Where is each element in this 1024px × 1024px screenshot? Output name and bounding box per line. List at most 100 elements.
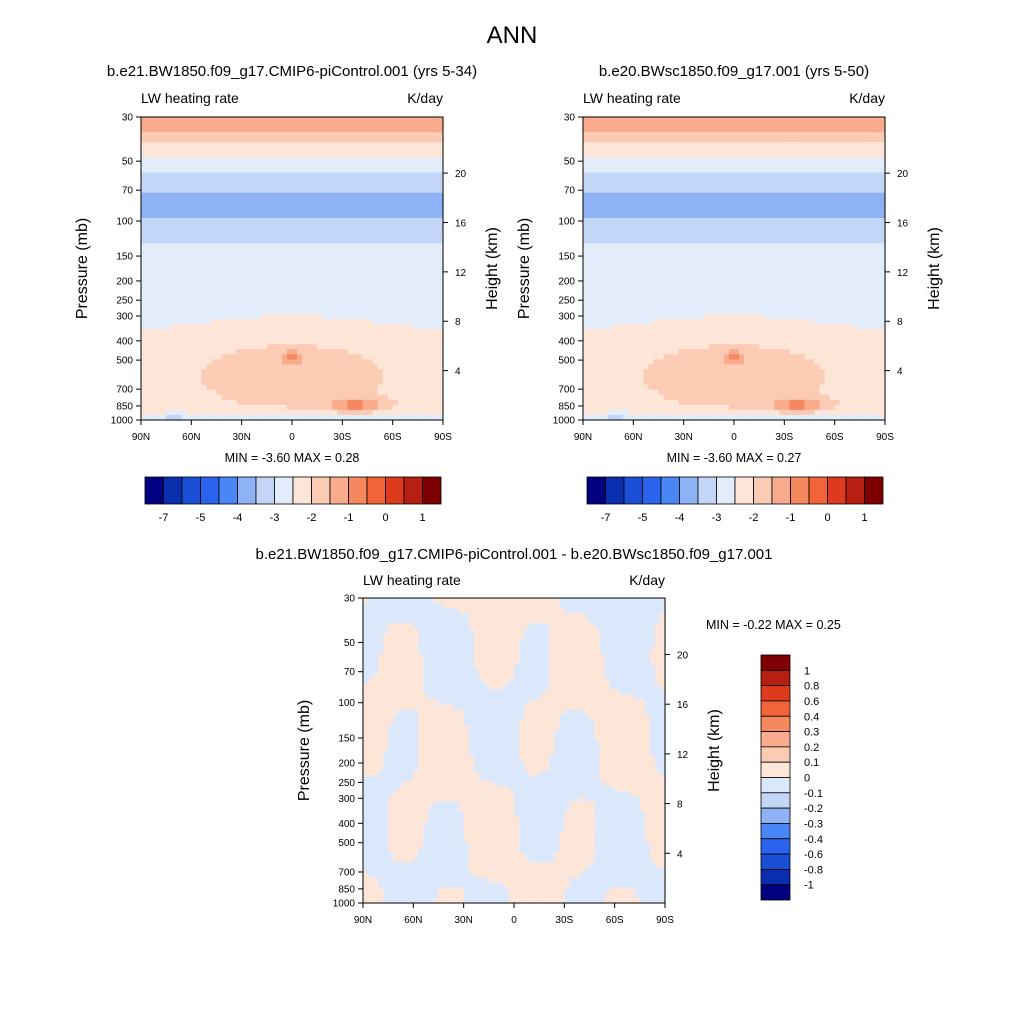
heatmap-cell (854, 132, 861, 138)
panel-1-case-title: b.e21.BW1850.f09_g17.CMIP6-piControl.001… (107, 63, 477, 80)
heatmap-cell (241, 334, 248, 340)
heatmap-cell (427, 303, 434, 310)
heatmap-cell (392, 258, 399, 265)
heatmap-cell (146, 162, 152, 169)
heatmap-cell (146, 253, 152, 259)
heatmap-cell (206, 329, 213, 335)
heatmap-cell (181, 384, 187, 391)
heatmap-cell (603, 187, 609, 194)
heatmap-cell (246, 212, 253, 219)
heatmap-cell (317, 233, 323, 239)
heatmap-cell (256, 157, 263, 164)
heatmap-cell (201, 202, 208, 209)
heatmap-cell (302, 293, 308, 300)
heatmap-cell (769, 187, 775, 194)
heatmap-cell (804, 162, 811, 169)
heatmap-cell (392, 273, 399, 280)
heatmap-cell (151, 197, 157, 204)
heatmap-cell (342, 359, 348, 366)
heatmap-cell (628, 207, 634, 214)
heatmap-cell (216, 162, 223, 169)
heatmap-cell (854, 162, 861, 169)
heatmap-cell (844, 117, 851, 123)
heatmap-cell (236, 142, 243, 148)
heatmap-cell (347, 218, 353, 224)
heatmap-cell (151, 263, 157, 270)
heatmap-cell (583, 202, 589, 209)
heatmap-cell (392, 374, 399, 381)
heatmap-cell (718, 162, 725, 169)
heatmap-cell (312, 329, 318, 335)
heatmap-cell (402, 182, 409, 189)
heatmap-cell (327, 369, 333, 376)
heatmap-cell (251, 238, 258, 244)
heatmap-cell (171, 258, 177, 265)
heatmap-cell (372, 192, 379, 199)
heatmap-cell (362, 218, 369, 224)
heatmap-cell (251, 278, 258, 285)
heatmap-cell (618, 137, 624, 143)
heatmap-cell (141, 177, 147, 184)
heatmap-cell (161, 223, 167, 229)
heatmap-cell (613, 207, 619, 214)
heatmap-cell (764, 147, 770, 153)
heatmap-cell (312, 253, 318, 259)
heatmap-cell (226, 258, 233, 265)
heatmap-cell (246, 344, 253, 350)
heatmap-cell (211, 132, 218, 138)
heatmap-cell (221, 243, 228, 249)
heatmap-cell (628, 177, 634, 184)
heatmap-cell (342, 187, 348, 194)
heatmap-cell (437, 339, 444, 345)
heatmap-cell (849, 187, 856, 194)
heatmap-cell (422, 319, 429, 325)
heatmap-cell (382, 308, 389, 315)
heatmap-cell (648, 157, 655, 164)
heatmap-cell (387, 288, 394, 295)
heatmap-cell (588, 197, 594, 204)
heatmap-cell (191, 218, 197, 224)
heatmap-cell (281, 212, 288, 219)
heatmap-cell (402, 243, 409, 249)
heatmap-cell (603, 127, 609, 133)
heatmap-cell (774, 218, 780, 224)
heatmap-cell (809, 122, 816, 128)
heatmap-cell (754, 187, 760, 194)
heatmap-cell (417, 339, 424, 345)
heatmap-cell (206, 223, 213, 229)
heatmap-cell (166, 258, 172, 265)
heatmap-cell (427, 202, 434, 209)
heatmap-cell (844, 182, 851, 189)
panel-1-xtick-label: 0 (289, 432, 295, 443)
heatmap-cell (181, 258, 187, 265)
heatmap-cell (246, 187, 253, 194)
heatmap-cell (161, 147, 167, 153)
heatmap-cell (211, 329, 218, 335)
heatmap-cell (156, 379, 162, 386)
heatmap-cell (216, 152, 223, 158)
heatmap-cell (779, 167, 785, 174)
heatmap-cell (603, 122, 609, 128)
heatmap-cell (302, 122, 308, 128)
heatmap-cell (317, 288, 323, 295)
heatmap-cell (432, 228, 439, 234)
heatmap-cell (327, 117, 333, 123)
heatmap-cell (593, 137, 599, 143)
heatmap-cell (774, 117, 780, 123)
heatmap-cell (181, 207, 187, 214)
heatmap-cell (286, 308, 293, 315)
heatmap-cell (276, 273, 283, 280)
heatmap-cell (317, 319, 323, 325)
heatmap-cell (864, 122, 871, 128)
heatmap-cell (191, 147, 197, 153)
heatmap-cell (854, 117, 861, 123)
heatmap-cell (327, 349, 333, 355)
heatmap-cell (317, 379, 323, 386)
heatmap-cell (211, 278, 218, 285)
heatmap-cell (593, 152, 599, 158)
heatmap-cell (276, 117, 283, 123)
heatmap-cell (342, 117, 348, 123)
heatmap-cell (176, 137, 182, 143)
heatmap-cell (266, 263, 273, 270)
heatmap-cell (191, 212, 197, 219)
